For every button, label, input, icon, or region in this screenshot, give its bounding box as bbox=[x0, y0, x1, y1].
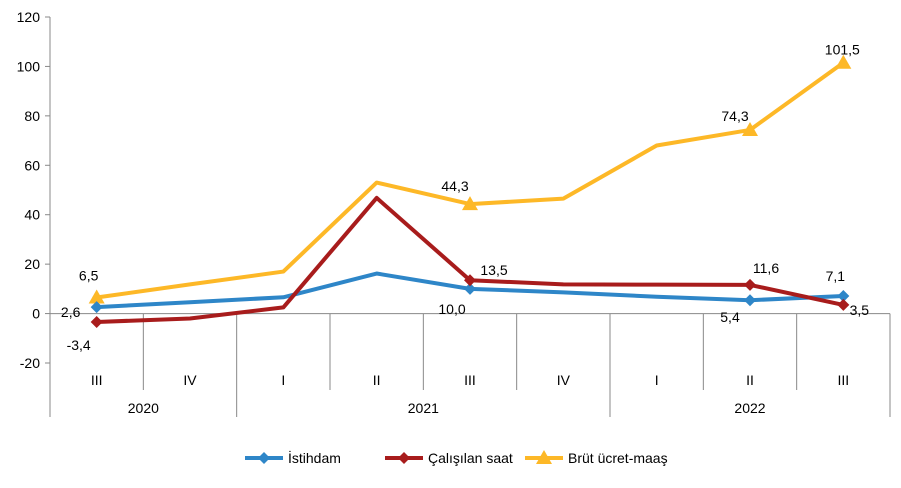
category-label: II bbox=[373, 372, 381, 388]
data-point-marker bbox=[837, 298, 850, 311]
data-point-marker bbox=[90, 301, 103, 314]
data-point-marker bbox=[464, 274, 476, 287]
series-line-2 bbox=[96, 61, 845, 300]
y-tick-label: 20 bbox=[24, 256, 40, 272]
data-label: 5,4 bbox=[720, 309, 740, 325]
data-label: 7,1 bbox=[826, 268, 846, 284]
data-label: 74,3 bbox=[721, 108, 748, 124]
category-label: IV bbox=[557, 372, 571, 388]
data-label: -3,4 bbox=[67, 337, 91, 353]
y-tick-label: 80 bbox=[24, 108, 40, 124]
data-point-marker bbox=[88, 289, 105, 304]
data-label: 11,6 bbox=[753, 260, 779, 276]
category-label: III bbox=[91, 372, 103, 388]
y-tick-label: 0 bbox=[32, 306, 40, 322]
data-point-marker bbox=[462, 196, 478, 211]
data-point-marker bbox=[464, 282, 476, 295]
category-label: III bbox=[464, 372, 476, 388]
year-label: 2021 bbox=[408, 400, 439, 416]
data-point-marker bbox=[744, 294, 756, 307]
data-label: 44,3 bbox=[441, 178, 468, 194]
data-point-marker bbox=[744, 278, 756, 291]
legend-label: İstihdam bbox=[288, 449, 341, 466]
legend-label: Brüt ücret-maaş bbox=[568, 450, 668, 466]
data-label: 6,5 bbox=[79, 268, 99, 284]
data-label: 13,5 bbox=[480, 262, 507, 278]
legend-marker-icon bbox=[398, 452, 410, 464]
y-tick-label: 60 bbox=[24, 157, 40, 173]
y-tick-label: 120 bbox=[17, 9, 41, 25]
category-label: I bbox=[281, 372, 285, 388]
data-label: 2,6 bbox=[61, 304, 81, 320]
category-label: II bbox=[746, 372, 754, 388]
data-label: 10,0 bbox=[438, 301, 465, 317]
data-label: 3,5 bbox=[850, 302, 870, 318]
series-line-1 bbox=[96, 195, 844, 324]
legend-marker-icon bbox=[536, 450, 552, 464]
legend-label: Çalışılan saat bbox=[428, 450, 513, 466]
data-point-marker bbox=[835, 54, 852, 69]
y-tick-label: -20 bbox=[20, 355, 40, 371]
year-label: 2020 bbox=[128, 400, 159, 416]
legend-marker-icon bbox=[258, 452, 270, 464]
category-label: I bbox=[655, 372, 659, 388]
data-point-marker bbox=[742, 121, 758, 136]
data-point-marker bbox=[90, 315, 103, 328]
y-tick-label: 100 bbox=[17, 58, 41, 74]
category-label: III bbox=[837, 372, 849, 388]
year-label: 2022 bbox=[734, 400, 765, 416]
data-label: 101,5 bbox=[825, 42, 860, 58]
y-tick-label: 40 bbox=[24, 207, 40, 223]
data-point-marker bbox=[837, 290, 850, 303]
category-label: IV bbox=[183, 372, 197, 388]
